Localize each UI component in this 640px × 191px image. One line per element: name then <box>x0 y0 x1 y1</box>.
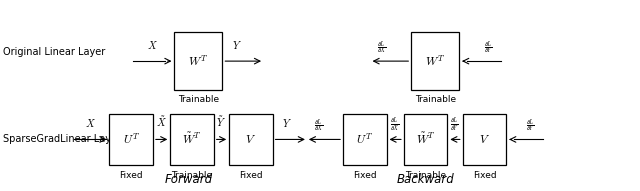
Text: $X$: $X$ <box>147 39 158 51</box>
Text: Original Linear Layer: Original Linear Layer <box>3 47 106 57</box>
Bar <box>109 114 153 165</box>
Text: Fixed: Fixed <box>239 171 262 180</box>
Text: Trainable: Trainable <box>405 171 446 180</box>
Text: $\frac{\partial L}{\partial Y}$: $\frac{\partial L}{\partial Y}$ <box>526 117 535 134</box>
Text: Fixed: Fixed <box>473 171 496 180</box>
Text: $\frac{\partial L}{\partial \tilde{Y}}$: $\frac{\partial L}{\partial \tilde{Y}}$ <box>451 117 460 134</box>
Bar <box>404 114 447 165</box>
Text: $U^T$: $U^T$ <box>123 132 140 147</box>
Text: Backward: Backward <box>397 173 454 186</box>
Text: $\tilde{Y}$: $\tilde{Y}$ <box>216 114 227 129</box>
Text: $\tilde{X}$: $\tilde{X}$ <box>156 114 167 129</box>
Text: Fixed: Fixed <box>120 171 143 180</box>
Text: $\tilde{W}^T$: $\tilde{W}^T$ <box>416 132 435 147</box>
Bar <box>170 114 214 165</box>
Text: $Y$: $Y$ <box>232 39 241 51</box>
Text: $W^T$: $W^T$ <box>425 54 445 69</box>
Text: $\frac{\partial L}{\partial Y}$: $\frac{\partial L}{\partial Y}$ <box>484 39 493 56</box>
Text: Trainable: Trainable <box>415 96 456 104</box>
Text: Trainable: Trainable <box>178 96 219 104</box>
Bar <box>343 114 387 165</box>
Bar <box>229 114 273 165</box>
Text: SparseGradLinear Layer: SparseGradLinear Layer <box>3 134 121 144</box>
Text: $W^T$: $W^T$ <box>188 54 209 69</box>
Text: Trainable: Trainable <box>172 171 212 180</box>
Bar <box>463 114 506 165</box>
Text: $U^T$: $U^T$ <box>356 132 373 147</box>
Text: $\frac{\partial L}{\partial \tilde{X}}$: $\frac{\partial L}{\partial \tilde{X}}$ <box>390 117 400 134</box>
Text: $V$: $V$ <box>479 133 490 146</box>
Text: $\frac{\partial L}{\partial X}$: $\frac{\partial L}{\partial X}$ <box>314 117 324 134</box>
Text: Fixed: Fixed <box>353 171 376 180</box>
Text: Forward: Forward <box>164 173 213 186</box>
Bar <box>174 32 223 90</box>
Text: $V$: $V$ <box>245 133 257 146</box>
Text: $\tilde{W}^T$: $\tilde{W}^T$ <box>182 132 202 147</box>
Text: $Y$: $Y$ <box>282 117 292 129</box>
Text: $\frac{\partial L}{\partial X}$: $\frac{\partial L}{\partial X}$ <box>377 39 387 56</box>
Bar <box>412 32 460 90</box>
Text: $X$: $X$ <box>85 117 95 129</box>
